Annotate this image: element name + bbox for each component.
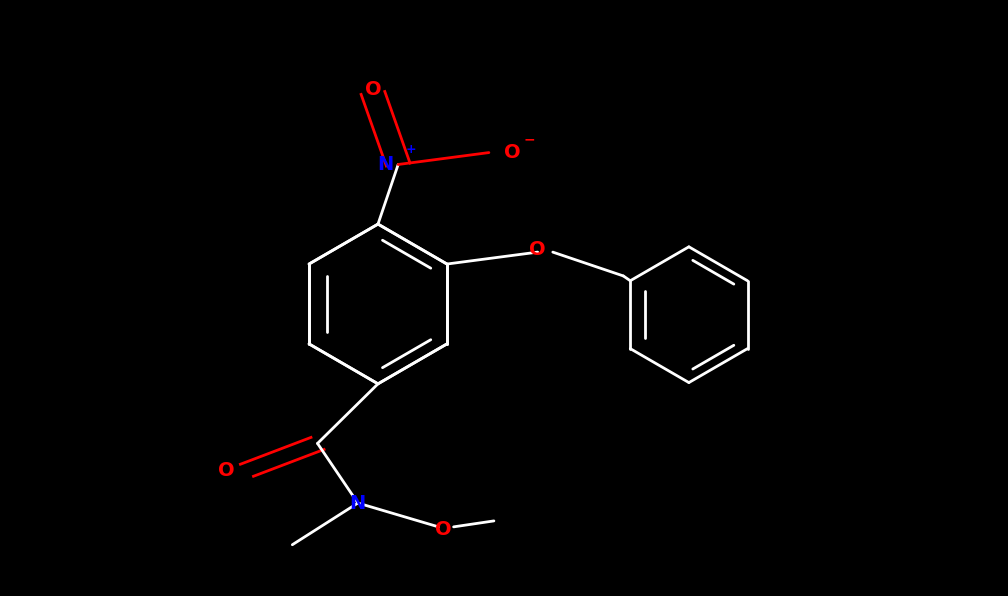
Text: O: O xyxy=(219,461,235,480)
Text: O: O xyxy=(365,80,381,100)
Text: N: N xyxy=(350,493,366,513)
Text: N: N xyxy=(377,155,393,174)
Text: O: O xyxy=(529,240,546,259)
Text: +: + xyxy=(406,143,416,156)
Text: O: O xyxy=(435,520,452,539)
Text: −: − xyxy=(523,132,535,147)
Text: O: O xyxy=(504,143,520,162)
